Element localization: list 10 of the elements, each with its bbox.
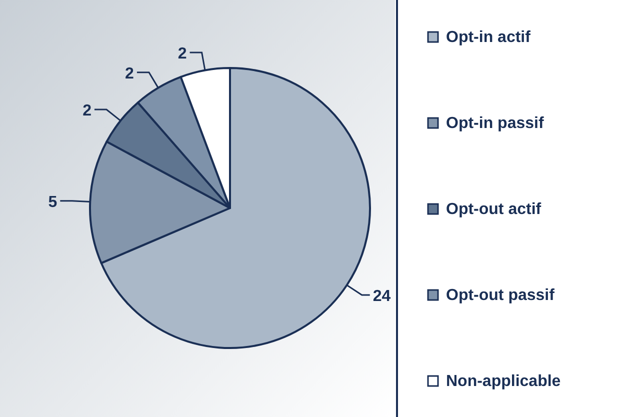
legend-label: Opt-in passif (446, 115, 544, 132)
data-label: 2 (82, 102, 92, 120)
data-label: 2 (125, 65, 134, 82)
legend-label: Non-applicable (446, 373, 561, 390)
data-label: 5 (48, 194, 58, 211)
legend-label: Opt-out actif (446, 201, 542, 218)
data-label: 2 (178, 46, 187, 63)
legend-label: Opt-out passif (446, 287, 556, 304)
legend-label: Opt-in actif (446, 29, 532, 46)
data-label: 24 (372, 288, 391, 306)
